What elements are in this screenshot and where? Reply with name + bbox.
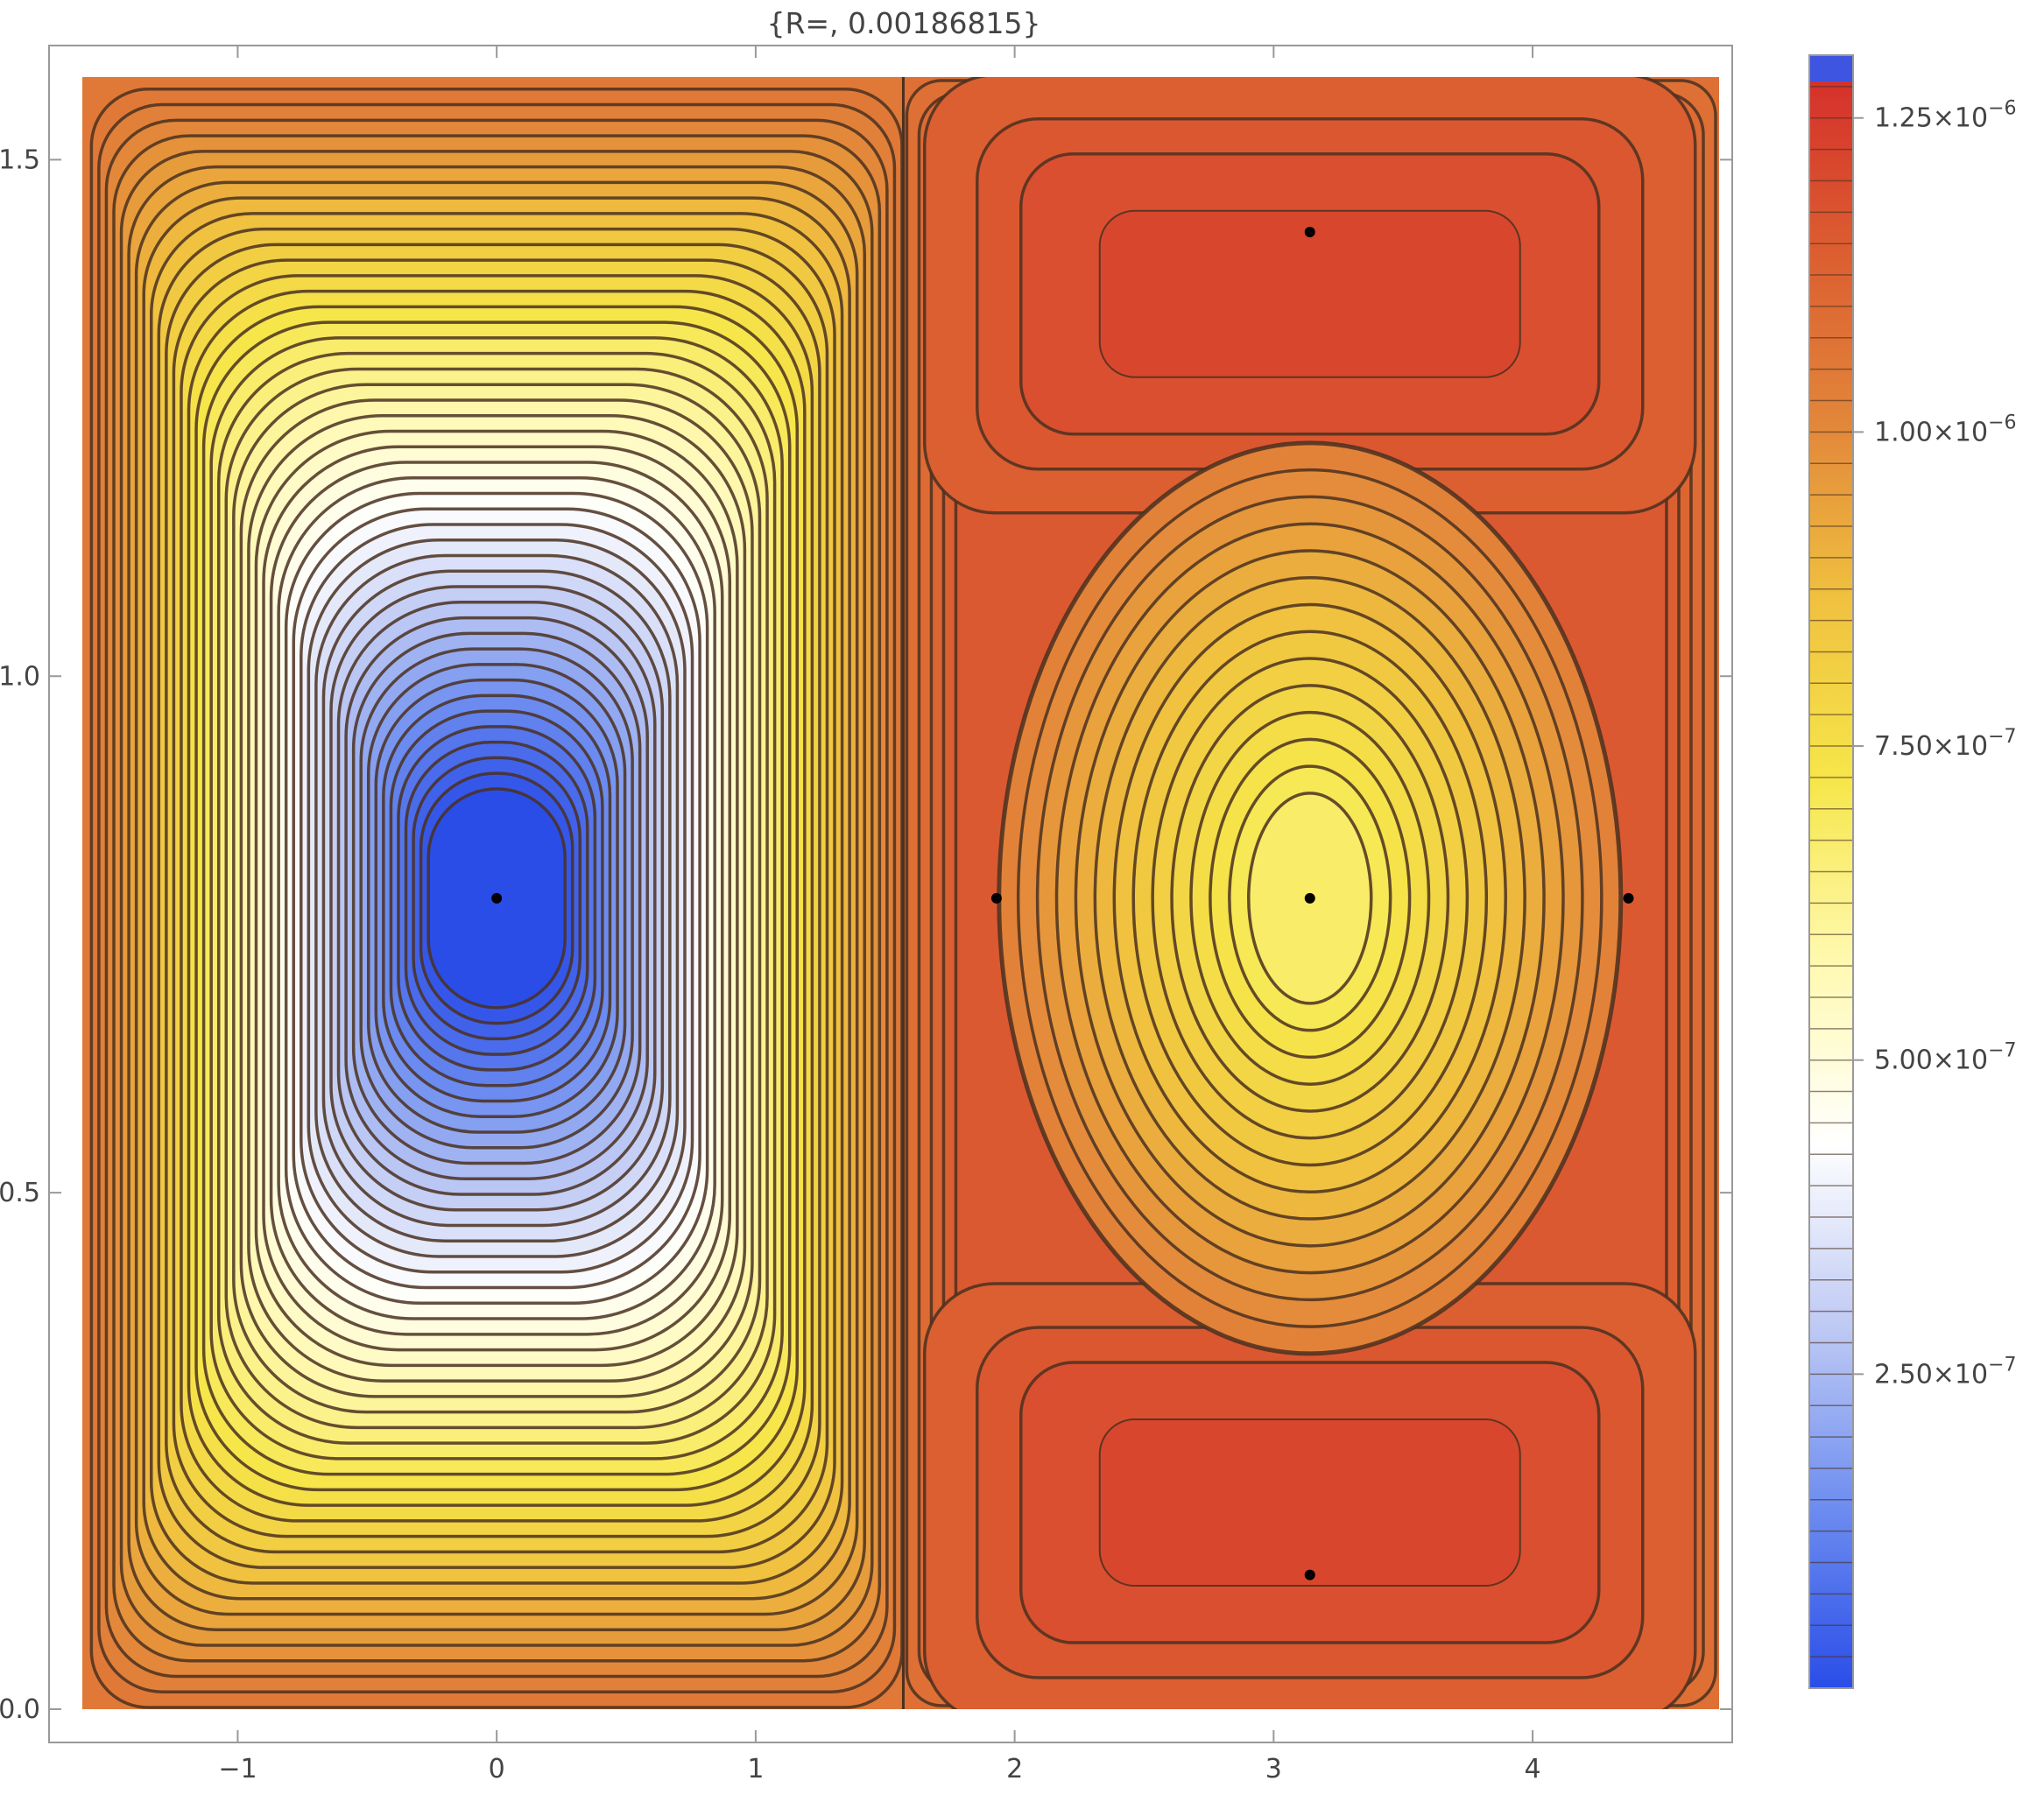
critical-point-center-2 xyxy=(1304,226,1315,237)
critical-point-center-3 xyxy=(1304,1569,1315,1580)
x-tick-label-5: 4 xyxy=(1525,1754,1541,1784)
colorbar-top-cap xyxy=(1809,55,1853,81)
x-tick-label-3: 2 xyxy=(1006,1754,1023,1784)
x-tick-label-0: −1 xyxy=(218,1754,257,1784)
plot-frame xyxy=(48,45,1733,1743)
critical-point-saddle-4 xyxy=(990,892,1002,904)
critical-point-center-1 xyxy=(1304,892,1315,904)
critical-points xyxy=(491,226,1634,1580)
y-tick-label-0: 0.0 xyxy=(0,1694,40,1725)
axis-ticks: −1 0 1 2 3 4 0.0 0.5 1.0 1.5 xyxy=(0,46,1732,1784)
colorbar-tick-label-3: 1.00×10−6 xyxy=(1874,412,2017,447)
contour-lobe-top-3 xyxy=(1098,209,1521,378)
colorbar-tick-label-1: 5.00×10−7 xyxy=(1874,1040,2017,1076)
critical-point-saddle-5 xyxy=(1623,892,1634,904)
y-tick-label-2: 1.0 xyxy=(0,661,40,692)
contour-lobe-bottom-3 xyxy=(1098,1418,1521,1587)
x-tick-label-4: 3 xyxy=(1265,1754,1282,1784)
y-tick-label-3: 1.5 xyxy=(0,144,40,175)
x-tick-label-1: 0 xyxy=(489,1754,505,1784)
colorbar: 2.50×10−7 5.00×10−7 7.50×10−7 1.00×10−6 1.25… xyxy=(1808,54,2017,1689)
x-tick-label-2: 1 xyxy=(747,1754,764,1784)
y-tick-label-1: 0.5 xyxy=(0,1178,40,1208)
colorbar-tick-label-0: 2.50×10−7 xyxy=(1874,1354,2017,1390)
critical-point-center-0 xyxy=(491,892,503,904)
plot-area xyxy=(82,77,1719,1709)
colorbar-frame xyxy=(1808,54,1854,1689)
chart-title: {R=, 0.00186815} xyxy=(766,6,1040,40)
colorbar-tick-label-4: 1.25×10−6 xyxy=(1874,98,2017,134)
colorbar-tick-label-2: 7.50×10−7 xyxy=(1874,726,2017,762)
